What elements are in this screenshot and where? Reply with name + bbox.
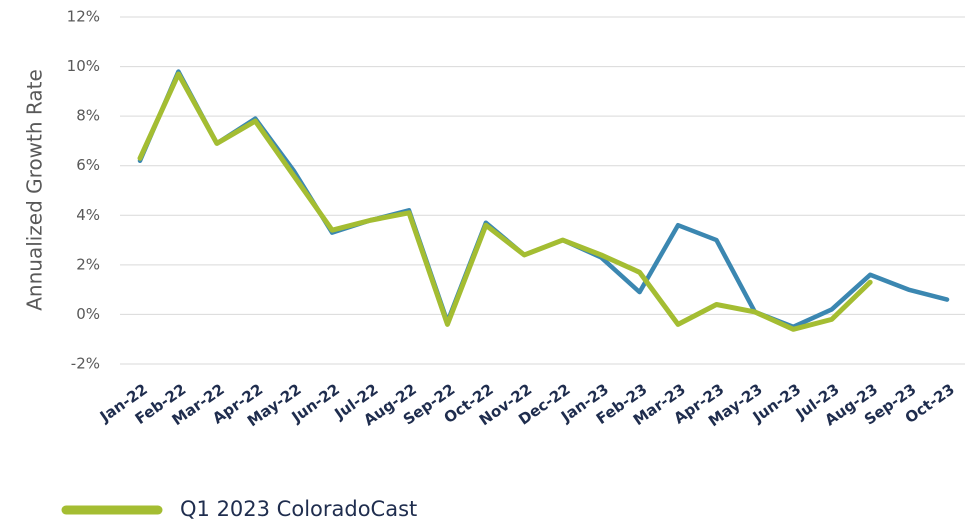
- y-tick-label: 4%: [76, 206, 100, 224]
- y-tick-label: 10%: [67, 57, 100, 75]
- series-line: [137, 69, 950, 330]
- legend-label: Q1 2023 ColoradoCast: [180, 497, 417, 521]
- y-tick-label: 0%: [76, 305, 100, 323]
- series-line: [137, 71, 873, 332]
- y-tick-label: 8%: [76, 107, 100, 125]
- y-axis-label: Annualized Growth Rate: [23, 69, 47, 311]
- y-tick-label: -2%: [71, 355, 100, 373]
- y-tick-label: 2%: [76, 255, 100, 273]
- y-tick-label: 6%: [76, 156, 100, 174]
- y-tick-label: 12%: [67, 8, 100, 26]
